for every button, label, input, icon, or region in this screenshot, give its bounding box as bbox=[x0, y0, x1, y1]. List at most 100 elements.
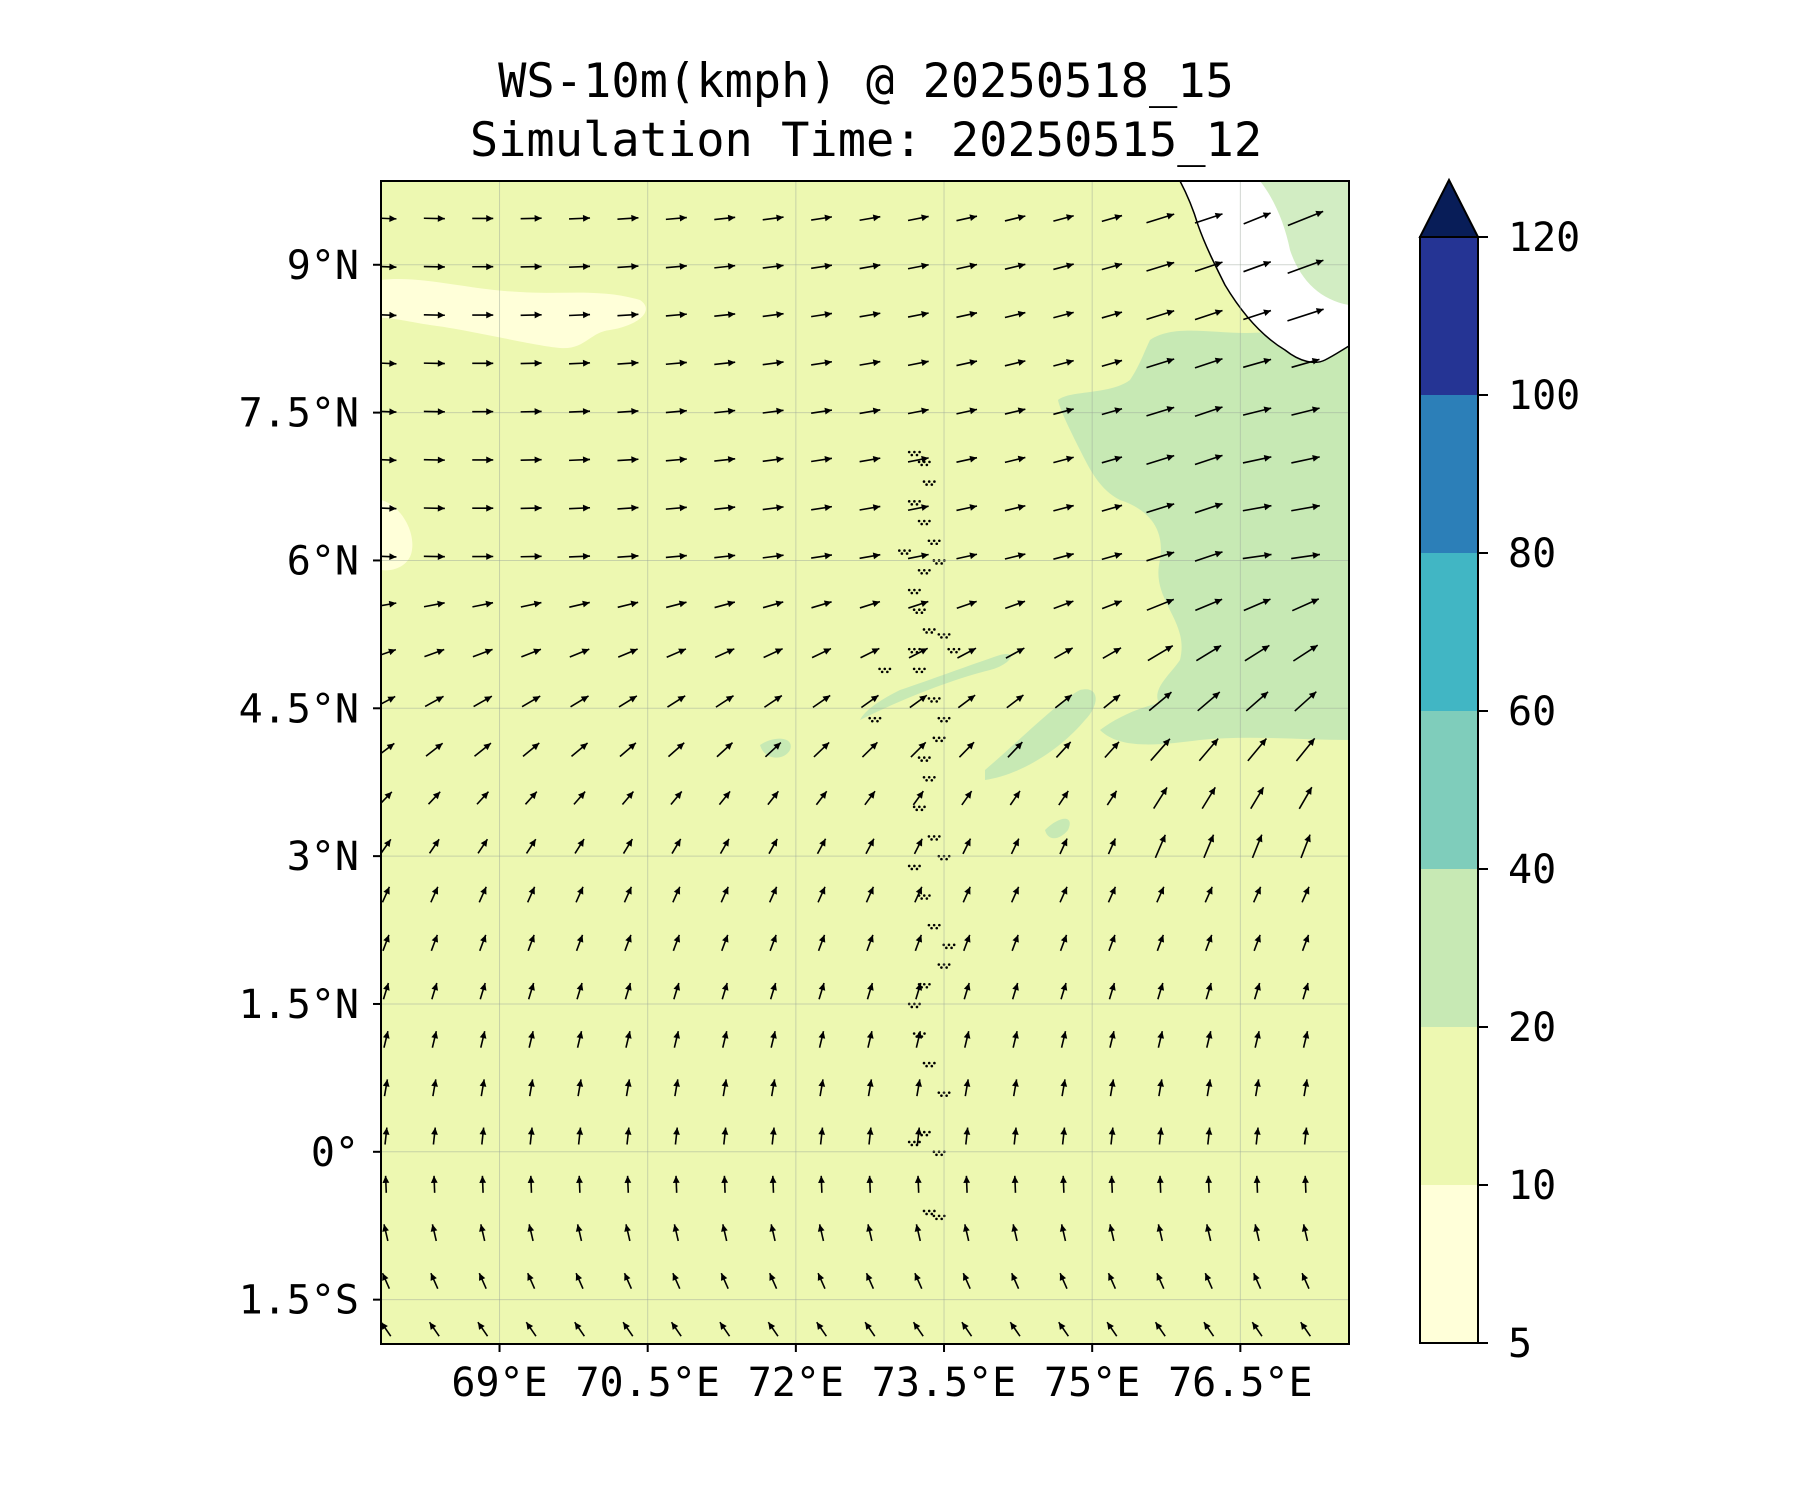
wind-arrow bbox=[762, 600, 784, 609]
wind-arrow bbox=[956, 552, 978, 560]
wind-arrow bbox=[673, 1030, 680, 1048]
colorbar-segment bbox=[1420, 237, 1478, 395]
wind-arrow bbox=[381, 215, 397, 222]
wind-arrow bbox=[522, 742, 540, 757]
wind-arrow bbox=[472, 408, 494, 416]
atoll-dot bbox=[932, 697, 936, 700]
wind-arrow bbox=[1302, 982, 1310, 1000]
wind-arrow bbox=[864, 790, 876, 806]
wind-arrow bbox=[1004, 504, 1026, 512]
atoll-dot bbox=[933, 628, 936, 631]
atoll-dot bbox=[927, 1061, 931, 1065]
atoll-dot bbox=[942, 963, 946, 966]
wind-arrow bbox=[1292, 644, 1319, 662]
atoll-dot bbox=[928, 982, 931, 986]
wind-arrow bbox=[811, 600, 832, 609]
wind-arrow bbox=[381, 886, 391, 903]
wind-arrow bbox=[570, 695, 589, 708]
wind-arrow bbox=[1205, 1175, 1213, 1193]
wind-arrow bbox=[714, 648, 735, 659]
wind-arrow bbox=[479, 982, 487, 1000]
wind-arrow bbox=[431, 1030, 438, 1048]
atoll-dot bbox=[920, 611, 924, 615]
wind-arrow bbox=[1012, 1030, 1019, 1048]
atoll-dot bbox=[942, 1091, 946, 1094]
wind-arrow bbox=[957, 694, 976, 709]
wind-arrow bbox=[1101, 552, 1123, 561]
wind-arrow bbox=[962, 838, 972, 855]
wind-arrow bbox=[472, 456, 494, 464]
atoll-dot bbox=[947, 716, 951, 720]
atoll-dot bbox=[925, 985, 929, 989]
lon-tick-label: 73.5°E bbox=[872, 1360, 1017, 1406]
wind-arrow bbox=[525, 838, 537, 854]
wind-arrow bbox=[1244, 644, 1270, 662]
wind-arrow bbox=[1053, 262, 1074, 271]
wind-arrow bbox=[520, 263, 542, 271]
wind-arrow bbox=[527, 1224, 535, 1242]
wind-arrow bbox=[1011, 1224, 1019, 1242]
wind-arrow bbox=[617, 408, 639, 415]
atoll-dot bbox=[920, 522, 923, 526]
wind-arrow bbox=[1245, 691, 1269, 712]
atoll-dot bbox=[957, 647, 961, 651]
wind-arrow bbox=[527, 1127, 535, 1145]
atoll-dot bbox=[900, 552, 904, 555]
wind-arrow bbox=[721, 1127, 729, 1145]
atoll-dot bbox=[917, 569, 921, 572]
atoll-dot bbox=[913, 588, 916, 592]
strong-wind-patch-mid bbox=[985, 689, 1096, 780]
wind-arrow bbox=[382, 1127, 390, 1145]
wind-arrow bbox=[472, 263, 494, 271]
atoll-dot bbox=[925, 631, 928, 634]
wind-arrow bbox=[907, 504, 929, 512]
atoll-dot bbox=[927, 1209, 931, 1213]
wind-arrow bbox=[818, 1030, 826, 1048]
wind-arrow bbox=[962, 886, 971, 903]
wind-arrow bbox=[720, 1272, 729, 1290]
wind-arrow bbox=[430, 1224, 438, 1242]
atoll-dot bbox=[922, 1061, 926, 1065]
atoll-dot bbox=[928, 460, 931, 464]
wind-arrow bbox=[956, 214, 978, 222]
atoll-dot bbox=[918, 608, 921, 612]
atoll-dot bbox=[918, 667, 921, 671]
wind-arrow bbox=[907, 262, 929, 270]
colorbar-tick-label: 100 bbox=[1508, 373, 1580, 419]
wind-arrow bbox=[526, 886, 536, 903]
atoll-dot bbox=[928, 569, 931, 572]
wind-arrow bbox=[866, 982, 874, 1000]
wind-arrow bbox=[1101, 503, 1123, 512]
wind-arrow bbox=[479, 1030, 487, 1048]
wind-arrow bbox=[1108, 1224, 1115, 1242]
wind-arrow bbox=[811, 407, 833, 415]
wind-arrow bbox=[1053, 359, 1074, 367]
lat-tick-label: 3°N bbox=[287, 834, 359, 880]
wind-arrow bbox=[1301, 1272, 1310, 1290]
wind-arrow bbox=[382, 982, 390, 1000]
atoll-dot bbox=[942, 736, 946, 740]
wind-arrow bbox=[1294, 691, 1317, 712]
wind-arrow bbox=[721, 934, 729, 952]
wind-arrow bbox=[1197, 691, 1221, 712]
atoll-dot bbox=[920, 759, 923, 762]
wind-arrow bbox=[714, 504, 736, 512]
wind-arrow bbox=[381, 838, 392, 854]
atoll-dot bbox=[922, 775, 926, 779]
wind-arrow bbox=[569, 456, 591, 464]
wind-arrow bbox=[430, 1272, 439, 1290]
atoll-dot bbox=[927, 923, 931, 927]
lat-tick-label: 6°N bbox=[287, 538, 359, 584]
atoll-dot bbox=[917, 756, 921, 759]
wind-arrow bbox=[575, 1224, 583, 1242]
wind-arrow bbox=[1060, 1175, 1067, 1193]
wind-arrow bbox=[1059, 838, 1068, 855]
wind-arrow bbox=[576, 1079, 584, 1097]
wind-arrow bbox=[478, 886, 487, 903]
atoll-dot bbox=[938, 923, 941, 927]
atoll-dot bbox=[913, 864, 916, 868]
atoll-dot bbox=[930, 631, 934, 634]
atoll-dot bbox=[928, 519, 931, 523]
atoll-dot bbox=[937, 633, 941, 636]
atoll-dot bbox=[928, 1130, 931, 1134]
